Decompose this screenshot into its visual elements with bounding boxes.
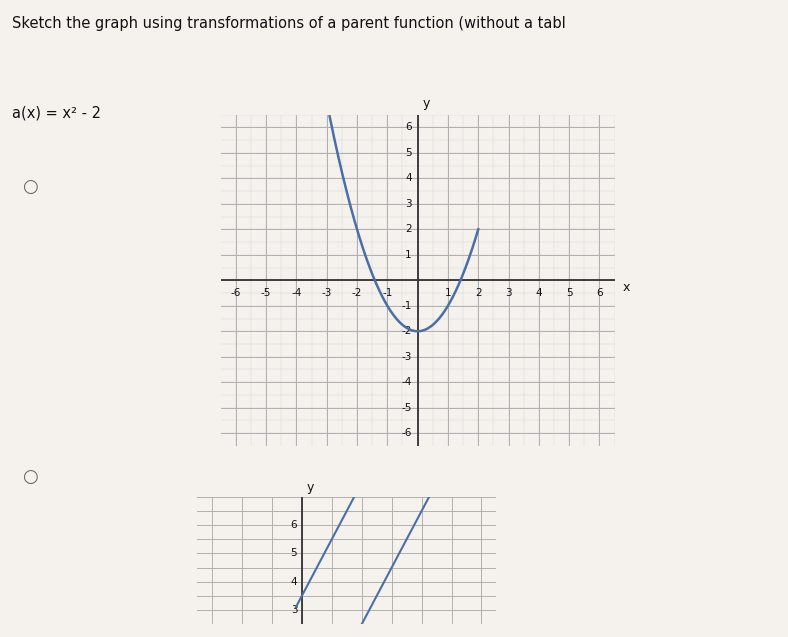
Text: -6: -6 bbox=[231, 288, 241, 298]
Text: 1: 1 bbox=[444, 288, 452, 298]
Text: -5: -5 bbox=[261, 288, 271, 298]
Text: 2: 2 bbox=[475, 288, 481, 298]
Text: -2: -2 bbox=[401, 326, 411, 336]
Text: 6: 6 bbox=[405, 122, 411, 132]
Text: 4: 4 bbox=[536, 288, 542, 298]
Text: 3: 3 bbox=[405, 199, 411, 209]
Text: 5: 5 bbox=[566, 288, 573, 298]
Text: 3: 3 bbox=[291, 605, 297, 615]
Text: y: y bbox=[307, 481, 314, 494]
Text: y: y bbox=[422, 97, 429, 110]
Text: ○: ○ bbox=[22, 468, 38, 486]
Text: 6: 6 bbox=[597, 288, 603, 298]
Text: -4: -4 bbox=[292, 288, 302, 298]
Text: -1: -1 bbox=[401, 301, 411, 311]
Text: 5: 5 bbox=[405, 148, 411, 158]
Text: -1: -1 bbox=[382, 288, 392, 298]
Text: x: x bbox=[623, 282, 630, 294]
Text: 4: 4 bbox=[405, 173, 411, 183]
Text: -5: -5 bbox=[401, 403, 411, 413]
Text: -2: -2 bbox=[351, 288, 362, 298]
Text: Sketch the graph using transformations of a parent function (without a tabl: Sketch the graph using transformations o… bbox=[12, 16, 566, 31]
Text: -4: -4 bbox=[401, 377, 411, 387]
Text: 4: 4 bbox=[291, 576, 297, 587]
Text: -6: -6 bbox=[401, 428, 411, 438]
Text: a(x) = x² - 2: a(x) = x² - 2 bbox=[12, 105, 101, 120]
Text: 5: 5 bbox=[291, 548, 297, 559]
Text: 1: 1 bbox=[405, 250, 411, 260]
Text: 2: 2 bbox=[405, 224, 411, 234]
Text: 3: 3 bbox=[505, 288, 512, 298]
Text: 6: 6 bbox=[291, 520, 297, 530]
Text: -3: -3 bbox=[401, 352, 411, 362]
Text: -3: -3 bbox=[322, 288, 332, 298]
Text: ○: ○ bbox=[22, 178, 38, 196]
